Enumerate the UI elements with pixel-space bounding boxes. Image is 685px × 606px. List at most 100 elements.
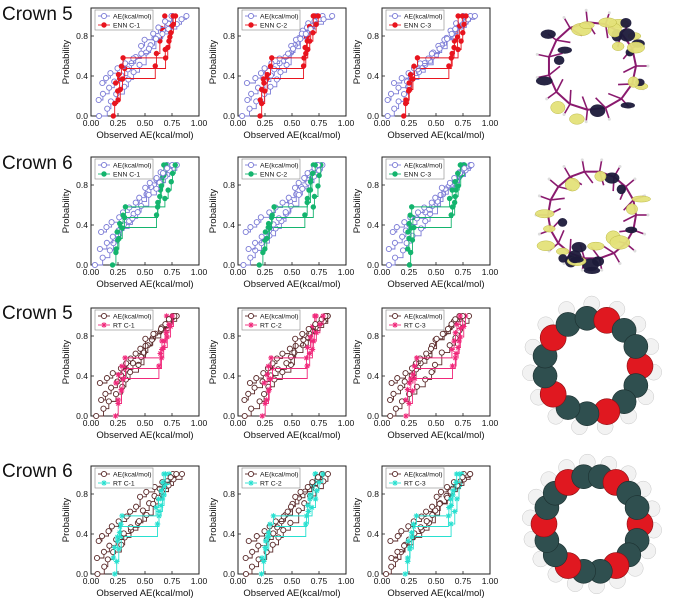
ref-series-point xyxy=(269,541,276,548)
x-tick-label: 0.00 xyxy=(230,576,247,586)
ref-series-point xyxy=(301,174,308,182)
x-tick-label: 0.25 xyxy=(401,118,418,128)
model-series-point xyxy=(458,38,464,44)
ref-series-point xyxy=(428,50,435,57)
ref-series-point xyxy=(248,405,255,412)
ref-series-point xyxy=(252,239,259,246)
model-series-point xyxy=(454,34,461,40)
model-series-point xyxy=(267,376,274,382)
ref-series-point xyxy=(390,390,397,397)
model-series-point xyxy=(162,481,169,488)
legend: AE(kcal/mol) ENN C-1 xyxy=(94,9,154,31)
ref-series-point xyxy=(96,245,103,253)
ref-series-point xyxy=(141,36,148,43)
ref-series-point xyxy=(246,105,253,112)
model-series-point xyxy=(404,386,411,393)
model-series-point xyxy=(313,21,319,28)
model-series-point xyxy=(111,100,118,107)
x-tick-label: 0.25 xyxy=(401,418,418,428)
ref-series-point xyxy=(397,384,404,391)
model-series-point xyxy=(407,376,414,382)
hydrogen-atom xyxy=(562,165,566,169)
model-series-point xyxy=(162,46,168,53)
ref-series-point xyxy=(127,355,134,362)
x-tick-label: 0.50 xyxy=(137,267,154,277)
model-series-point xyxy=(408,529,415,536)
ref-series-point xyxy=(395,98,402,105)
ref-series-point xyxy=(387,396,394,404)
legend-model-marker xyxy=(101,322,107,328)
model-series-point xyxy=(457,325,464,332)
model-series-point xyxy=(117,220,123,227)
ref-series-point xyxy=(93,554,101,562)
x-tick-label: 0.75 xyxy=(164,118,181,128)
model-series-point xyxy=(270,513,277,519)
ref-series-point xyxy=(388,379,395,387)
ref-series-point xyxy=(309,479,316,486)
model-series-point xyxy=(408,204,415,210)
ref-series-point xyxy=(256,398,263,405)
model-series-point xyxy=(120,376,126,382)
legend: AE(kcal/mol) RT C-1 xyxy=(94,309,154,331)
ref-series-point xyxy=(99,79,106,87)
model-series-point xyxy=(310,30,316,36)
model-series-point xyxy=(413,513,420,519)
x-tick-label: 0.00 xyxy=(374,418,391,428)
ref-series-point xyxy=(431,361,439,368)
ref-series-point xyxy=(123,360,130,367)
model-series-point xyxy=(115,97,121,103)
ref-series-point xyxy=(302,30,309,37)
ref-series-point xyxy=(150,500,157,507)
legend-ref-label: AE(kcal/mol) xyxy=(113,14,152,21)
legend-model-label: ENN C-3 xyxy=(404,23,431,30)
row-label-crown5-rt: Crown 5 xyxy=(2,303,73,324)
legend-ref-marker xyxy=(100,12,108,20)
model-series-point xyxy=(163,313,170,319)
y-tick-label: 0.4 xyxy=(223,71,235,81)
ref-series-point xyxy=(429,511,436,519)
x-tick-label: 1.00 xyxy=(482,118,499,128)
model-series-point xyxy=(119,225,125,231)
hydrogen-atom xyxy=(535,52,539,56)
x-tick-label: 0.50 xyxy=(137,418,154,428)
ref-series-point xyxy=(315,474,322,481)
model-series-point xyxy=(448,521,454,527)
ref-series-point xyxy=(127,524,134,531)
ref-series-point xyxy=(108,523,115,530)
ref-series-point xyxy=(257,214,264,221)
model-series-point xyxy=(451,508,458,515)
ref-series-point xyxy=(270,530,277,537)
orbital-lobe-negative xyxy=(604,172,620,184)
legend-model-marker xyxy=(248,22,254,28)
model-series-point xyxy=(159,496,166,502)
model-series-point xyxy=(410,371,416,378)
model-series-point xyxy=(265,529,272,536)
ref-series-point xyxy=(183,12,190,20)
ref-series-point xyxy=(394,375,401,382)
ref-series-point xyxy=(106,247,113,254)
model-series-point xyxy=(268,355,274,361)
orbital-lobe-positive xyxy=(569,113,585,125)
model-series-point xyxy=(162,195,168,202)
ref-series-point xyxy=(392,254,399,261)
model-series-point xyxy=(116,235,122,242)
legend-ref-label: AE(kcal/mol) xyxy=(404,314,443,321)
hydrogen-atom xyxy=(600,158,604,162)
model-series-point xyxy=(163,329,170,336)
ref-series-point xyxy=(291,349,298,356)
model-series-point xyxy=(264,71,271,78)
ref-series-point xyxy=(421,204,428,211)
ref-series-point xyxy=(295,179,302,186)
legend-ref-label: AE(kcal/mol) xyxy=(404,14,443,21)
legend: AE(kcal/mol) RT C-2 xyxy=(241,467,301,489)
model-series-point xyxy=(156,513,162,519)
model-series-point xyxy=(113,558,120,565)
bond xyxy=(595,97,607,109)
legend-ref-marker xyxy=(247,312,255,320)
y-tick-label: 0.0 xyxy=(223,569,235,579)
model-series-point xyxy=(262,229,269,235)
hydrogen-atom xyxy=(643,232,647,236)
legend: AE(kcal/mol) ENN C-1 xyxy=(94,158,154,180)
model-series-point xyxy=(312,471,319,477)
ref-series-point xyxy=(248,90,255,97)
